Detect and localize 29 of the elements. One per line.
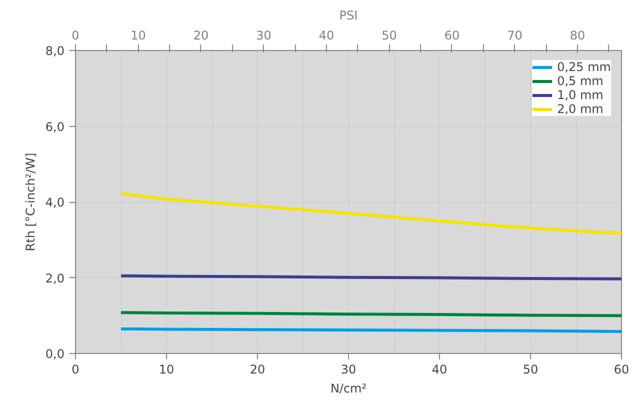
x2-tick-label: 60: [444, 28, 460, 42]
legend-label: 1,0 mm: [557, 88, 604, 102]
x-tick-label: 60: [614, 362, 630, 376]
x2-tick-label: 10: [130, 28, 146, 42]
x2-tick-label: 40: [318, 28, 334, 42]
y-axis-title: Rth [°C-inch²/W]: [23, 152, 38, 252]
legend-label: 0,25 mm: [557, 60, 611, 74]
x-axis-title: N/cm²: [330, 382, 367, 396]
x2-tick-label: 0: [72, 28, 80, 42]
x-tick-label: 50: [522, 362, 538, 376]
x2-tick-label: 30: [256, 28, 272, 42]
x-tick-label: 0: [72, 362, 80, 376]
x-tick-label: 30: [340, 362, 356, 376]
y-tick-label: 4,0: [45, 196, 65, 210]
y-tick-label: 2,0: [45, 271, 65, 286]
legend-label: 0,5 mm: [557, 74, 604, 88]
y-tick-label: 0,0: [45, 347, 65, 361]
y-tick-label: 6,0: [45, 120, 65, 134]
x2-tick-label: 20: [193, 28, 209, 42]
x2-tick-label: 80: [570, 28, 586, 42]
y-tick-label: 8,0: [45, 44, 65, 58]
x-tick-label: 40: [432, 362, 448, 376]
line-series: [120, 192, 622, 235]
x-tick-label: 20: [250, 362, 266, 376]
legend-label: 2,0 mm: [557, 102, 604, 116]
x2-axis-title: PSI: [339, 8, 358, 22]
x2-tick-label: 70: [507, 28, 522, 42]
x-tick-label: 10: [158, 362, 174, 376]
x2-tick-label: 50: [382, 28, 397, 42]
